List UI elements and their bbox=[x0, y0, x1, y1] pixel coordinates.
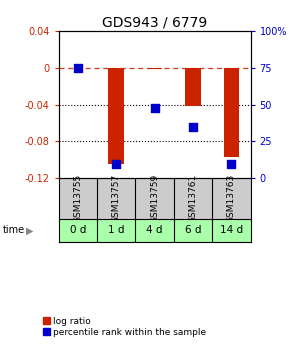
Point bbox=[114, 161, 118, 166]
Text: 14 d: 14 d bbox=[220, 226, 243, 235]
Text: GSM13761: GSM13761 bbox=[188, 174, 197, 224]
Point bbox=[229, 161, 234, 166]
Text: GSM13755: GSM13755 bbox=[73, 174, 82, 224]
Text: 1 d: 1 d bbox=[108, 226, 125, 235]
Text: ▶: ▶ bbox=[26, 226, 34, 235]
Bar bbox=[224, 68, 239, 157]
Bar bbox=[108, 68, 124, 165]
Title: GDS943 / 6779: GDS943 / 6779 bbox=[102, 16, 207, 30]
Bar bbox=[185, 68, 201, 107]
Legend: log ratio, percentile rank within the sample: log ratio, percentile rank within the sa… bbox=[42, 317, 207, 337]
Text: 0 d: 0 d bbox=[70, 226, 86, 235]
Point bbox=[190, 124, 195, 129]
Point bbox=[152, 105, 157, 110]
Bar bbox=[147, 68, 162, 69]
Text: 4 d: 4 d bbox=[146, 226, 163, 235]
Text: time: time bbox=[3, 226, 25, 235]
Text: GSM13763: GSM13763 bbox=[227, 174, 236, 224]
Text: 6 d: 6 d bbox=[185, 226, 201, 235]
Text: GSM13759: GSM13759 bbox=[150, 174, 159, 224]
Point bbox=[76, 65, 80, 71]
Text: GSM13757: GSM13757 bbox=[112, 174, 121, 224]
